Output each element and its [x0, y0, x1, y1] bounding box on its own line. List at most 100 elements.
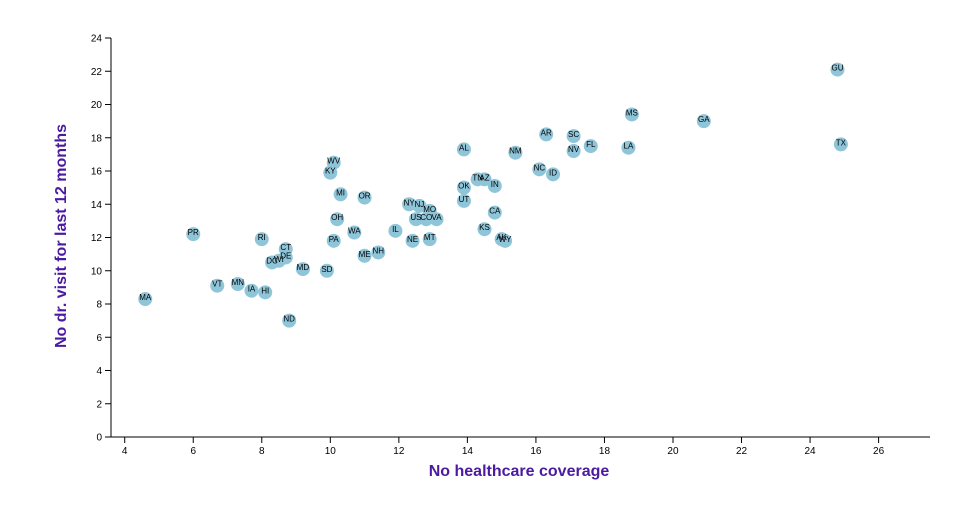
data-point-label: NJ	[415, 200, 425, 209]
y-tick-label: 10	[91, 266, 103, 277]
data-point[interactable]	[408, 212, 423, 227]
data-point[interactable]	[210, 278, 225, 293]
data-point[interactable]	[295, 262, 310, 277]
data-point[interactable]	[258, 285, 273, 300]
data-point-label: MO	[423, 205, 436, 214]
y-tick-label: 18	[91, 133, 103, 144]
data-point-label: AR	[541, 128, 552, 137]
data-point[interactable]	[422, 232, 437, 247]
y-tick-label: 0	[96, 433, 102, 444]
x-tick-label: 20	[667, 446, 679, 457]
data-point-label: MN	[232, 278, 245, 287]
data-point[interactable]	[696, 114, 711, 129]
data-point-label: MD	[297, 263, 310, 272]
x-axis-ticks: 4 6 8 10 12 14 16 18 20 22 24 26	[122, 437, 885, 457]
y-tick-label: 4	[96, 366, 102, 377]
data-point[interactable]	[532, 162, 547, 177]
data-point-label: IL	[392, 225, 399, 234]
data-point[interactable]	[422, 203, 437, 218]
data-point-label: ID	[549, 168, 557, 177]
data-point[interactable]	[326, 233, 341, 248]
data-point[interactable]	[456, 180, 471, 195]
data-point[interactable]	[546, 167, 561, 182]
data-point[interactable]	[477, 222, 492, 237]
data-point[interactable]	[319, 263, 334, 278]
data-point-label: IA	[248, 285, 256, 294]
data-point[interactable]	[456, 193, 471, 208]
data-point-label: FL	[586, 140, 596, 149]
y-axis-title: No dr. visit for last 12 months	[53, 124, 70, 348]
y-tick-label: 22	[91, 67, 103, 78]
data-point[interactable]	[254, 232, 269, 247]
data-point[interactable]	[624, 107, 639, 122]
data-point-label: NV	[568, 145, 580, 154]
data-point-label: NH	[373, 246, 385, 255]
data-point[interactable]	[371, 245, 386, 260]
data-point-label: AZ	[479, 173, 489, 182]
data-point[interactable]	[333, 187, 348, 202]
data-point-label: WA	[348, 227, 361, 236]
data-point-label: MS	[626, 108, 638, 117]
data-point-label: NC	[534, 163, 546, 172]
data-point[interactable]	[138, 292, 153, 307]
data-point[interactable]	[566, 129, 581, 144]
data-point-label: GA	[698, 115, 710, 124]
data-point[interactable]	[487, 178, 502, 193]
data-point-label: OK	[458, 182, 470, 191]
data-point[interactable]	[566, 144, 581, 159]
x-tick-label: 22	[736, 446, 748, 457]
data-point[interactable]	[621, 140, 636, 155]
data-point[interactable]	[186, 227, 201, 242]
data-point-label: CA	[489, 207, 501, 216]
data-point-label: CT	[280, 243, 291, 252]
data-point[interactable]	[456, 142, 471, 157]
data-point[interactable]	[278, 250, 293, 265]
x-axis-title: No healthcare coverage	[429, 463, 610, 480]
x-tick-label: 6	[190, 446, 196, 457]
data-point[interactable]	[244, 283, 259, 298]
data-point-label: US	[410, 213, 421, 222]
data-point-label: DC	[266, 256, 278, 265]
data-point-label: PA	[329, 235, 340, 244]
data-point-label: AL	[459, 143, 469, 152]
data-point-label: ME	[359, 250, 371, 259]
x-tick-label: 10	[325, 446, 337, 457]
data-point[interactable]	[498, 233, 513, 248]
data-point[interactable]	[477, 172, 492, 187]
data-point-label: TN	[472, 173, 483, 182]
data-point[interactable]	[405, 233, 420, 248]
data-points	[138, 62, 848, 328]
data-point-label: MT	[424, 233, 436, 242]
data-point[interactable]	[583, 139, 598, 154]
data-point[interactable]	[830, 62, 845, 77]
x-tick-label: 24	[805, 446, 817, 457]
data-point-label: NY	[404, 198, 416, 207]
data-point[interactable]	[357, 190, 372, 205]
data-point-label: AK	[496, 233, 507, 242]
data-point[interactable]	[833, 137, 848, 152]
data-point[interactable]	[357, 248, 372, 263]
data-point[interactable]	[347, 225, 362, 240]
y-tick-label: 20	[91, 100, 103, 111]
y-tick-label: 8	[96, 300, 102, 311]
y-tick-label: 24	[91, 34, 103, 45]
data-point[interactable]	[230, 277, 245, 292]
data-point-label: ND	[283, 315, 295, 324]
data-point[interactable]	[539, 127, 554, 142]
data-point[interactable]	[330, 212, 345, 227]
data-point-label: NM	[509, 147, 522, 156]
data-point[interactable]	[388, 223, 403, 238]
data-point-label: WV	[327, 157, 341, 166]
data-point-label: UT	[459, 195, 470, 204]
data-point-label: TX	[836, 138, 847, 147]
y-tick-label: 12	[91, 233, 103, 244]
data-point[interactable]	[323, 165, 338, 180]
data-point-label: MI	[336, 188, 345, 197]
data-point[interactable]	[402, 197, 417, 212]
data-point[interactable]	[282, 313, 297, 328]
data-point[interactable]	[487, 205, 502, 220]
data-point[interactable]	[508, 145, 523, 160]
x-tick-label: 26	[873, 446, 885, 457]
